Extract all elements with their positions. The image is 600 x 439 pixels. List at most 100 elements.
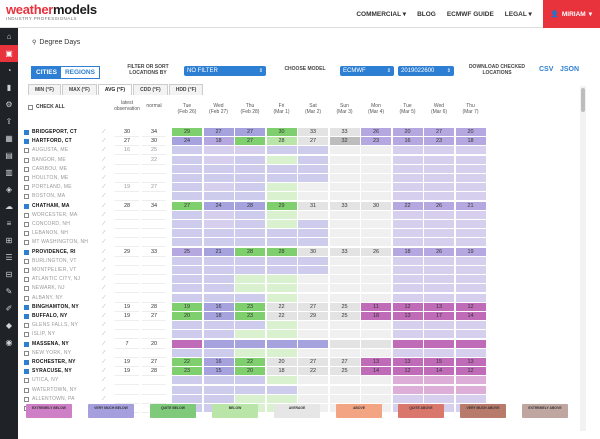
- trend-chart-icon[interactable]: ⟋: [102, 359, 106, 365]
- row-checkbox[interactable]: [24, 350, 29, 356]
- tab-hdd[interactable]: HDD (°F): [168, 84, 204, 95]
- trend-chart-icon[interactable]: ⟋: [102, 395, 106, 402]
- trend-chart-icon[interactable]: ⟋: [102, 276, 106, 283]
- filter-select[interactable]: NO FILTER ⇕: [184, 66, 266, 76]
- trend-chart-icon[interactable]: ⟋: [102, 313, 106, 319]
- row-checkbox[interactable]: [24, 148, 29, 154]
- row-location-name[interactable]: BANGOR, ME: [32, 156, 66, 163]
- trend-chart-icon[interactable]: ⟋: [102, 386, 106, 393]
- sidebar-signal[interactable]: ▮: [0, 79, 18, 96]
- check-all-checkbox[interactable]: [28, 104, 33, 110]
- row-location-name[interactable]: WATERTOWN, NY: [32, 386, 77, 393]
- trend-chart-icon[interactable]: ⟋: [102, 147, 106, 154]
- row-location-name[interactable]: BUFFALO, NY: [32, 313, 68, 319]
- tab-cdd[interactable]: CDD (°F): [133, 84, 168, 95]
- row-checkbox[interactable]: [24, 203, 29, 209]
- trend-chart-icon[interactable]: ⟋: [102, 138, 106, 145]
- download-json-link[interactable]: JSON: [560, 66, 580, 73]
- row-location-name[interactable]: BURLINGTON, VT: [32, 257, 77, 264]
- trend-chart-icon[interactable]: ⟋: [102, 303, 106, 310]
- row-checkbox[interactable]: [24, 369, 29, 375]
- trend-chart-icon[interactable]: ⟋: [102, 230, 106, 237]
- check-all[interactable]: CHECK ALL: [28, 104, 65, 110]
- trend-chart-icon[interactable]: ⟋: [102, 193, 106, 200]
- row-checkbox[interactable]: [24, 176, 29, 181]
- row-checkbox[interactable]: [24, 166, 29, 172]
- row-location-name[interactable]: BOSTON, MA: [32, 193, 66, 200]
- toggle-cities[interactable]: CITIES: [32, 67, 61, 78]
- sidebar-grid-2[interactable]: ⊟: [0, 266, 18, 283]
- trend-chart-icon[interactable]: ⟋: [102, 331, 106, 338]
- trend-chart-icon[interactable]: ⟋: [102, 349, 106, 356]
- trend-chart-icon[interactable]: ⟋: [102, 248, 106, 255]
- trend-chart-icon[interactable]: ⟋: [102, 184, 106, 191]
- sidebar-chart[interactable]: ▦: [0, 130, 18, 147]
- row-location-name[interactable]: ALBANY, NY: [32, 294, 63, 301]
- row-location-name[interactable]: NEWARK, NJ: [32, 285, 65, 292]
- sidebar-degree-days[interactable]: ▣: [0, 45, 18, 62]
- row-location-name[interactable]: BRIDGEPORT, CT: [32, 129, 78, 135]
- row-checkbox[interactable]: [24, 258, 29, 264]
- trend-chart-icon[interactable]: ⟋: [102, 165, 106, 172]
- row-location-name[interactable]: AUGUSTA, ME: [32, 147, 69, 154]
- row-checkbox[interactable]: [24, 185, 29, 191]
- trend-chart-icon[interactable]: ⟋: [102, 211, 106, 218]
- row-checkbox[interactable]: [24, 249, 29, 255]
- sidebar-list[interactable]: ≡: [0, 215, 18, 232]
- row-checkbox[interactable]: [24, 139, 29, 145]
- trend-chart-icon[interactable]: ⟋: [102, 129, 106, 135]
- sidebar-grid[interactable]: ⊞: [0, 232, 18, 249]
- sidebar-tag[interactable]: ◆: [0, 317, 18, 334]
- model-select[interactable]: ECMWF ⇕: [340, 66, 394, 76]
- row-checkbox[interactable]: [24, 231, 29, 237]
- trend-chart-icon[interactable]: ⟋: [102, 239, 106, 246]
- row-location-name[interactable]: ALLENTOWN, PA: [32, 395, 75, 402]
- nav-legal[interactable]: LEGAL ▾: [505, 10, 532, 18]
- row-location-name[interactable]: BINGHAMTON, NY: [32, 303, 79, 310]
- row-checkbox[interactable]: [24, 268, 29, 273]
- row-location-name[interactable]: UTICA, NY: [32, 377, 59, 384]
- row-checkbox[interactable]: [24, 194, 29, 200]
- download-csv-link[interactable]: CSV: [539, 66, 554, 73]
- row-location-name[interactable]: NEW YORK, NY: [32, 349, 72, 356]
- sidebar-pin[interactable]: ✎: [0, 283, 18, 300]
- row-checkbox[interactable]: [24, 295, 29, 301]
- trend-chart-icon[interactable]: ⟋: [102, 267, 106, 273]
- sidebar-cloud[interactable]: ☁: [0, 198, 18, 215]
- toggle-regions[interactable]: REGIONS: [60, 67, 99, 78]
- row-location-name[interactable]: ATLANTIC CITY, NJ: [32, 276, 81, 283]
- row-location-name[interactable]: HARTFORD, CT: [32, 138, 72, 145]
- trend-chart-icon[interactable]: ⟋: [102, 202, 106, 209]
- sidebar-table[interactable]: ▤: [0, 147, 18, 164]
- row-location-name[interactable]: MONTPELIER, VT: [32, 267, 77, 273]
- row-location-name[interactable]: SYRACUSE, NY: [32, 368, 72, 375]
- row-checkbox[interactable]: [24, 130, 29, 135]
- sidebar-list-2[interactable]: ☰: [0, 249, 18, 266]
- row-location-name[interactable]: GLENS FALLS, NY: [32, 322, 79, 329]
- trend-chart-icon[interactable]: ⟋: [102, 175, 106, 181]
- row-location-name[interactable]: MT WASHINGTON, NH: [32, 239, 89, 246]
- row-location-name[interactable]: ROCHESTER, NY: [32, 359, 76, 365]
- trend-chart-icon[interactable]: ⟋: [102, 294, 106, 301]
- trend-chart-icon[interactable]: ⟋: [102, 257, 106, 264]
- row-checkbox[interactable]: [24, 332, 29, 338]
- sidebar-settings[interactable]: ⚙: [0, 96, 18, 113]
- row-location-name[interactable]: ISLIP, NY: [32, 331, 56, 338]
- sidebar-home[interactable]: ⌂: [0, 28, 18, 45]
- row-location-name[interactable]: CHATHAM, MA: [32, 202, 70, 209]
- row-checkbox[interactable]: [24, 378, 29, 384]
- row-checkbox[interactable]: [24, 304, 29, 310]
- row-checkbox[interactable]: [24, 212, 29, 218]
- trend-chart-icon[interactable]: ⟋: [102, 377, 106, 384]
- trend-chart-icon[interactable]: ⟋: [102, 285, 106, 292]
- sidebar-share[interactable]: ⇪: [0, 113, 18, 130]
- row-checkbox[interactable]: [24, 341, 29, 347]
- row-location-name[interactable]: CARIBOU, ME: [32, 165, 68, 172]
- row-checkbox[interactable]: [24, 360, 29, 365]
- trend-chart-icon[interactable]: ⟋: [102, 322, 106, 329]
- user-menu[interactable]: 👤 MIRIAM ▾: [542, 0, 600, 28]
- row-checkbox[interactable]: [24, 157, 29, 163]
- scrollbar-thumb[interactable]: [581, 88, 585, 112]
- row-location-name[interactable]: PORTLAND, ME: [32, 184, 72, 191]
- row-location-name[interactable]: CONCORD, NH: [32, 221, 71, 227]
